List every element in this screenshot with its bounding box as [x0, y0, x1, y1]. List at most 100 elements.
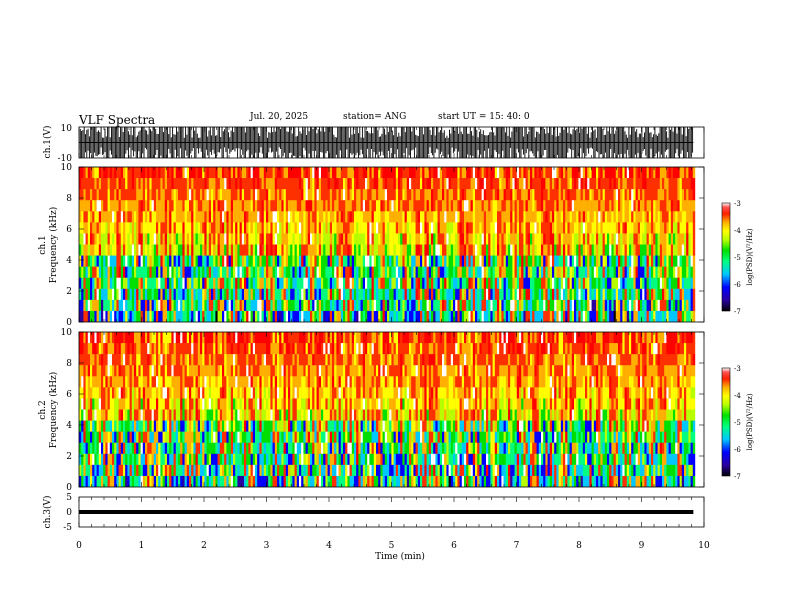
spectrogram-cell [371, 244, 374, 256]
spectrogram-cell [354, 244, 357, 256]
spectrogram-cell [690, 310, 693, 322]
spectrogram-cell [314, 178, 317, 190]
spectrogram-cell [213, 189, 216, 201]
spectrogram-cell [567, 189, 570, 201]
spectrogram-cell [334, 189, 337, 201]
spectrogram-cell [422, 299, 425, 312]
spectrogram-cell [92, 244, 95, 256]
spectrogram-cell [120, 409, 124, 421]
spectrogram-cell [85, 365, 88, 377]
spectrogram-cell [118, 189, 121, 201]
spectrogram-cell [351, 277, 355, 290]
spectrogram-cell [184, 310, 187, 322]
spectrogram-cell [246, 288, 249, 301]
spectrogram-cell [182, 233, 185, 245]
spectrogram-cell [173, 233, 176, 245]
spectrogram-cell [604, 189, 608, 201]
spectrogram-cell [98, 431, 102, 444]
spectrogram-cell [459, 255, 462, 267]
spectrogram-cell [648, 288, 652, 301]
spectrogram-cell [360, 178, 363, 190]
spectrogram-cell [81, 431, 84, 444]
spectrogram-cell [393, 299, 396, 312]
spectrogram-cell [688, 277, 691, 290]
spectrogram-cell [334, 200, 337, 212]
spectrogram-cell [116, 288, 119, 301]
spectrogram-cell [428, 288, 432, 301]
spectrogram-cell [92, 409, 95, 421]
spectrogram-cell [604, 266, 608, 279]
spectrogram-cell [558, 189, 561, 201]
spectrogram-cell [116, 354, 119, 366]
spectrogram-cell [468, 178, 471, 190]
spectrogram-cell [90, 387, 93, 399]
spectrogram-cell [340, 244, 344, 256]
spectrogram-cell [85, 189, 88, 201]
spectrogram-cell [591, 167, 594, 179]
spectrogram-cell [125, 354, 128, 366]
spectrogram-cell [145, 277, 148, 290]
spectrogram-cell [336, 200, 339, 212]
spectrogram-cell [380, 200, 383, 212]
spectrogram-cell [96, 398, 99, 410]
spectrogram-cell [558, 244, 561, 256]
spectrogram-cell [389, 299, 392, 312]
spectrogram-cell [123, 255, 126, 267]
spectrogram-cell [233, 233, 236, 245]
spectrogram-cell [202, 310, 205, 322]
spectrogram-cell [125, 299, 128, 312]
spectrogram-cell [497, 266, 500, 279]
spectrogram-cell [398, 277, 401, 290]
spectrogram-cell [125, 211, 128, 223]
spectrogram-cell [182, 200, 185, 212]
spectrogram-cell [523, 288, 526, 301]
spectrogram-cell [679, 222, 682, 234]
spectrogram-cell [131, 376, 135, 388]
spectrogram-cell [338, 244, 341, 256]
spectrogram-cell [107, 442, 110, 455]
spectrogram-cell [549, 310, 553, 322]
spectrogram-cell [215, 200, 218, 212]
spectrogram-cell [560, 244, 564, 256]
spectrogram-cell [343, 222, 346, 234]
spectrogram-cell [215, 244, 218, 256]
spectrogram-cell [92, 310, 95, 322]
spectrogram-cell [492, 288, 495, 301]
spectrogram-cell [406, 211, 410, 223]
spectrogram-cell [158, 277, 161, 290]
spectrogram-cell [585, 200, 588, 212]
spectrogram-cell [101, 475, 104, 487]
spectrogram-cell [204, 255, 207, 267]
spectrogram-cell [497, 167, 500, 179]
spectrogram-cell [312, 189, 315, 201]
spectrogram-cell [98, 277, 102, 290]
spectrogram-cell [428, 310, 432, 322]
spectrogram-cell [237, 200, 240, 212]
spectrogram-cell [541, 288, 544, 301]
spectrogram-cell [90, 475, 93, 487]
spectrogram-cell [237, 178, 240, 190]
spectrogram-cell [519, 288, 522, 301]
spectrogram-cell [472, 233, 476, 245]
spectrogram-cell [167, 167, 170, 179]
spectrogram-cell [587, 299, 590, 312]
spectrogram-cell [384, 266, 388, 279]
spectrogram-cell [578, 200, 581, 212]
spectrogram-cell [409, 288, 412, 301]
spectrogram-cell [679, 244, 682, 256]
spectrogram-cell [455, 310, 458, 322]
spectrogram-cell [644, 244, 647, 256]
spectrogram-cell [611, 244, 614, 256]
spectrogram-cell [336, 277, 339, 290]
spectrogram-cell [543, 277, 546, 290]
spectrogram-cell [648, 233, 652, 245]
spectrogram-cell [81, 167, 84, 179]
spectrogram-cell [538, 233, 542, 245]
spectrogram-cell [494, 233, 498, 245]
spectrogram-cell [624, 200, 627, 212]
spectrogram-cell [83, 453, 86, 466]
spectrogram-cell [666, 244, 669, 256]
spectrogram-cell [435, 189, 438, 201]
spectrogram-cell [609, 277, 612, 290]
spectrogram-cell [138, 222, 141, 234]
